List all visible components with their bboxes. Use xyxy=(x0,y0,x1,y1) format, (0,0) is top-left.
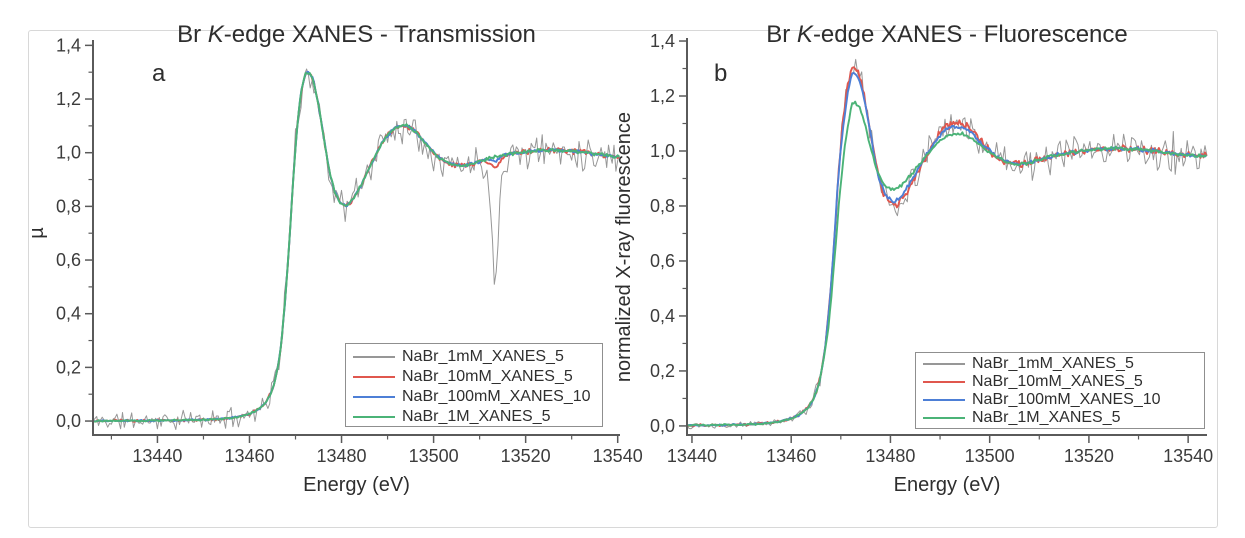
legend-item: NaBr_10mM_XANES_5 xyxy=(353,367,602,387)
x-tick-label: 13440 xyxy=(132,446,182,466)
y-tick-label: 0,6 xyxy=(650,251,675,271)
series-NaBr_1M_XANES_5 xyxy=(92,72,620,423)
axis-frame-b xyxy=(686,38,1207,436)
title-b-part1: Br xyxy=(766,21,797,48)
legend-line-sample xyxy=(353,396,395,398)
y-axis-label-b: normalized X-ray fluorescence xyxy=(613,111,635,383)
title-b-italic-k: K xyxy=(796,21,813,48)
legend-line-sample xyxy=(353,376,395,378)
x-tick-label: 13520 xyxy=(501,446,551,466)
plot-b-title: Br K-edge XANES - Fluorescence xyxy=(687,21,1207,49)
legend-item: NaBr_1M_XANES_5 xyxy=(923,409,1204,427)
title-b-part2: -edge XANES - Fluorescence xyxy=(812,21,1128,48)
legend-label: NaBr_1mM_XANES_5 xyxy=(402,348,564,365)
y-tick-label: 1,0 xyxy=(650,141,675,161)
legend-line-sample xyxy=(923,399,965,401)
legend-label: NaBr_1mM_XANES_5 xyxy=(972,355,1134,372)
title-a-part2: -edge XANES - Transmission xyxy=(223,21,536,48)
y-tick-label: 1,0 xyxy=(56,143,81,163)
legend-line-sample xyxy=(923,381,965,383)
y-tick-label: 1,2 xyxy=(56,89,81,109)
y-tick-label: 0,2 xyxy=(650,361,675,381)
legend-label: NaBr_10mM_XANES_5 xyxy=(402,368,573,385)
panel-label-b: b xyxy=(714,60,728,87)
title-a-part1: Br xyxy=(177,21,208,48)
x-axis-label-a: Energy (eV) xyxy=(303,474,410,496)
legend-line-sample xyxy=(923,417,965,419)
legend-line-sample xyxy=(353,416,395,418)
x-tick-label: 13460 xyxy=(224,446,274,466)
legend-line-sample xyxy=(923,363,965,365)
legend-item: NaBr_1M_XANES_5 xyxy=(353,407,602,427)
y-tick-label: 1,2 xyxy=(650,86,675,106)
x-tick-label: 13460 xyxy=(766,446,816,466)
legend-label: NaBr_1M_XANES_5 xyxy=(972,409,1121,426)
legend-item: NaBr_1mM_XANES_5 xyxy=(353,347,602,367)
legend-item: NaBr_100mM_XANES_10 xyxy=(353,387,602,407)
figure-border xyxy=(28,30,1218,528)
x-tick-label: 13540 xyxy=(593,446,643,466)
legend-label: NaBr_100mM_XANES_10 xyxy=(972,391,1161,408)
x-tick-label: 13480 xyxy=(865,446,915,466)
y-tick-label: 1,4 xyxy=(650,31,675,51)
y-tick-label: 0,0 xyxy=(56,411,81,431)
y-tick-label: 1,4 xyxy=(56,35,81,55)
plot-a-title: Br K-edge XANES - Transmission xyxy=(93,21,620,49)
y-tick-label: 0,6 xyxy=(56,250,81,270)
legend-label: NaBr_1M_XANES_5 xyxy=(402,408,551,425)
legend-item: NaBr_10mM_XANES_5 xyxy=(923,373,1204,391)
legend-b: NaBr_1mM_XANES_5 NaBr_10mM_XANES_5 NaBr_10… xyxy=(915,352,1205,429)
x-axis-label-b: Energy (eV) xyxy=(893,474,1001,496)
series-NaBr_1M_XANES_5 xyxy=(686,100,1207,427)
y-tick-label: 0,2 xyxy=(56,357,81,377)
panel-label-a: a xyxy=(152,60,166,87)
axis-frame-a xyxy=(92,40,620,436)
y-tick-label: 0,8 xyxy=(56,196,81,216)
x-tick-label: 13440 xyxy=(667,446,717,466)
y-tick-label: 0,4 xyxy=(650,306,675,326)
legend-item: NaBr_100mM_XANES_10 xyxy=(923,391,1204,409)
x-tick-label: 13500 xyxy=(409,446,459,466)
y-tick-label: 0,8 xyxy=(650,196,675,216)
title-a-italic-k: K xyxy=(207,21,224,48)
legend-label: NaBr_10mM_XANES_5 xyxy=(972,373,1143,390)
legend-item: NaBr_1mM_XANES_5 xyxy=(923,355,1204,373)
y-axis-label-a: µ xyxy=(26,227,48,239)
legend-label: NaBr_100mM_XANES_10 xyxy=(402,388,591,405)
x-tick-label: 13540 xyxy=(1163,446,1213,466)
legend-a: NaBr_1mM_XANES_5 NaBr_10mM_XANES_5 NaBr_10… xyxy=(345,343,603,427)
y-tick-label: 0,0 xyxy=(650,416,675,436)
x-tick-label: 13500 xyxy=(965,446,1015,466)
x-tick-label: 13480 xyxy=(317,446,367,466)
x-tick-label: 13520 xyxy=(1064,446,1114,466)
legend-line-sample xyxy=(353,356,395,358)
y-tick-label: 0,4 xyxy=(56,304,81,324)
